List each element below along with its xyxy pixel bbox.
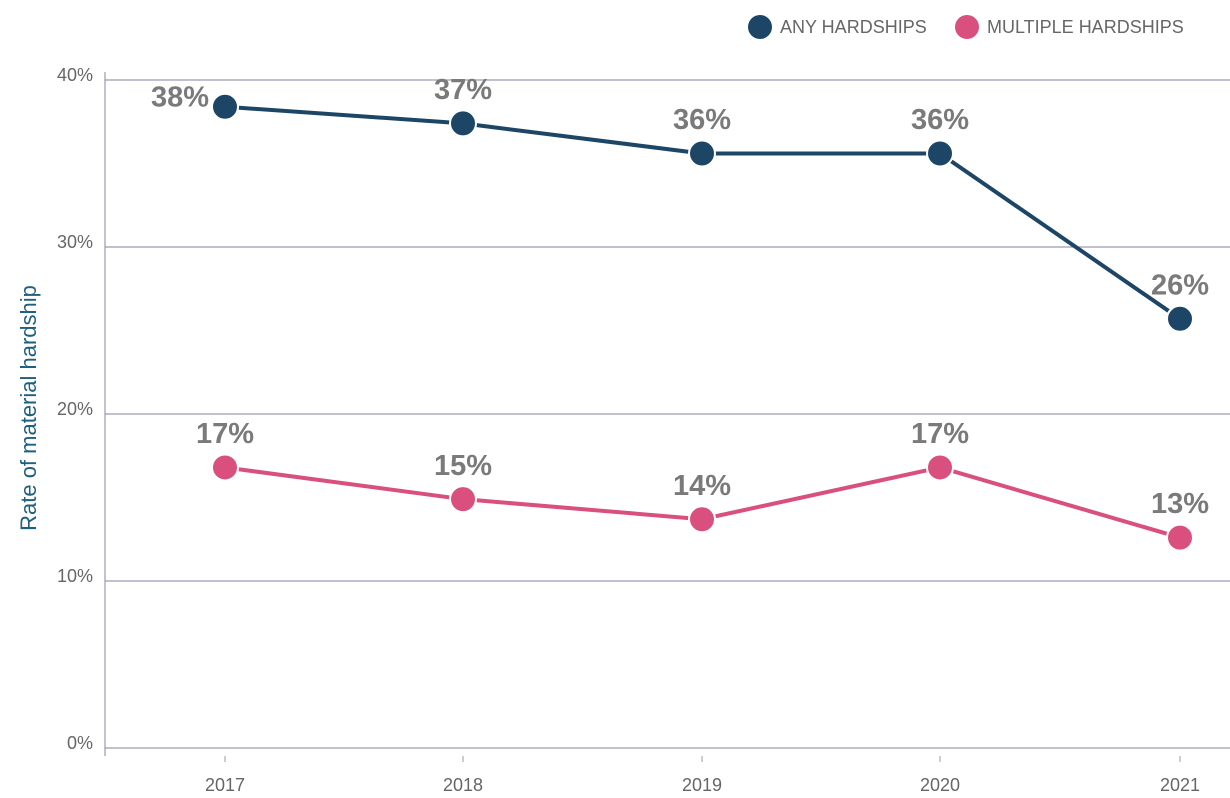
y-tick-label: 30% [57, 232, 93, 252]
series-line [224, 104, 1182, 321]
data-point [688, 139, 716, 168]
legend-label: ANY HARDSHIPS [780, 17, 927, 37]
data-label: 36% [673, 104, 731, 136]
data-point [449, 485, 477, 514]
y-tick-label: 10% [57, 566, 93, 586]
data-point [926, 453, 954, 482]
y-tick-label: 0% [67, 733, 93, 753]
legend-marker [748, 15, 772, 39]
data-point [1166, 304, 1194, 333]
data-label: 17% [196, 418, 254, 450]
data-label: 26% [1151, 269, 1209, 301]
x-tick-label: 2017 [205, 775, 245, 795]
legend-label: MULTIPLE HARDSHIPS [987, 17, 1184, 37]
data-label: 37% [434, 74, 492, 106]
y-tick-label: 40% [57, 65, 93, 85]
x-tick-label: 2021 [1160, 775, 1200, 795]
data-label: 13% [1151, 488, 1209, 520]
y-axis-label: Rate of material hardship [16, 285, 41, 531]
x-tick-label: 2020 [920, 775, 960, 795]
data-label: 15% [434, 450, 492, 482]
data-point [449, 109, 477, 138]
legend-marker [955, 15, 979, 39]
data-point [688, 505, 716, 534]
data-point [926, 139, 954, 168]
data-label: 14% [673, 470, 731, 502]
x-tick-label: 2019 [682, 775, 722, 795]
x-tick-label: 2018 [443, 775, 483, 795]
data-point [211, 453, 239, 482]
data-point [211, 92, 239, 121]
data-label: 17% [911, 418, 969, 450]
data-label: 36% [911, 104, 969, 136]
data-label: 38% [151, 81, 209, 113]
y-tick-label: 20% [57, 399, 93, 419]
data-point [1166, 523, 1194, 552]
